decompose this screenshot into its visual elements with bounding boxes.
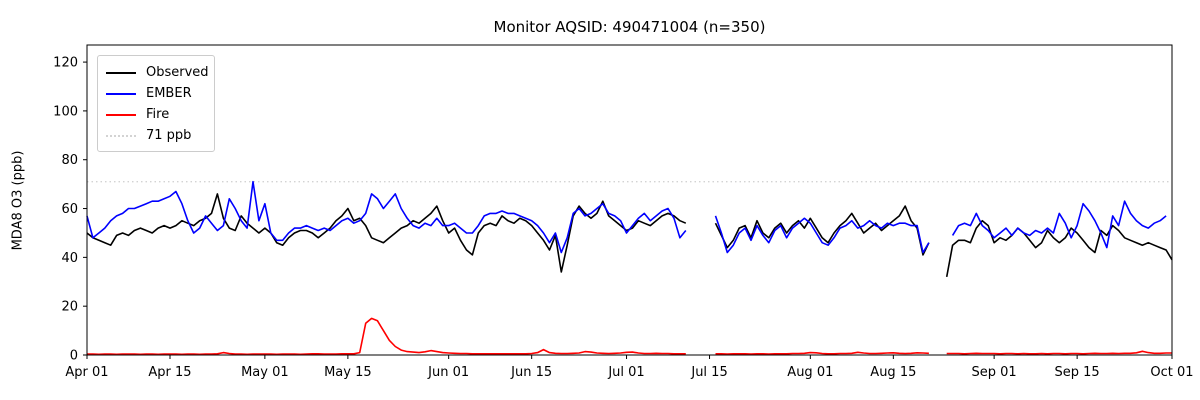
ember-line-sample [106, 92, 136, 95]
series-line-observed [945, 219, 1173, 278]
x-tick-label: Jul 01 [607, 365, 644, 380]
series-line-fire [87, 317, 686, 356]
x-tick-label: Apr 01 [65, 365, 108, 380]
y-tick-label: 120 [53, 56, 78, 71]
y-tick-label: 80 [61, 153, 78, 168]
legend-label-threshold: 71 ppb [146, 128, 192, 143]
plot-frame [86, 44, 1173, 356]
x-tick-label: Aug 01 [787, 365, 833, 380]
threshold-line-sample [106, 134, 136, 137]
series-line-ember [86, 180, 687, 254]
series-line-fire [715, 351, 929, 355]
y-tick-label: 100 [53, 104, 78, 119]
legend: Observed EMBER Fire 71 ppb [97, 55, 215, 152]
legend-label-ember: EMBER [146, 86, 192, 101]
series-line-observed [86, 193, 687, 273]
series-line-ember [714, 215, 930, 254]
x-tick-label: Sep 15 [1055, 365, 1100, 380]
legend-item-fire: Fire [106, 104, 206, 125]
y-tick-label: 60 [61, 202, 78, 217]
y-axis-label: MDA8 O3 (ppb) [10, 150, 26, 251]
series-line-ember [951, 200, 1167, 249]
observed-line-sample [106, 71, 136, 74]
x-tick-label: Sep 01 [972, 365, 1017, 380]
x-tick-label: Jul 15 [690, 365, 727, 380]
legend-label-observed: Observed [146, 65, 209, 80]
y-tick-label: 0 [70, 349, 78, 364]
x-tick-label: May 01 [241, 365, 289, 380]
x-tick-label: Aug 15 [870, 365, 916, 380]
fire-line-sample [106, 113, 136, 116]
legend-label-fire: Fire [146, 107, 170, 122]
series-line-observed [714, 205, 930, 256]
x-tick-label: Oct 01 [1150, 365, 1193, 380]
legend-item-observed: Observed [106, 62, 209, 83]
x-tick-label: Apr 15 [148, 365, 191, 380]
series-line-fire [946, 350, 1172, 355]
legend-item-ember: EMBER [106, 83, 206, 104]
x-tick-label: Jun 15 [510, 365, 552, 380]
x-tick-label: Jun 01 [427, 365, 469, 380]
x-tick-label: May 15 [324, 365, 372, 380]
y-tick-label: 40 [61, 251, 78, 266]
chart-title: Monitor AQSID: 490471004 (n=350) [493, 18, 766, 36]
legend-item-threshold: 71 ppb [106, 125, 206, 146]
y-tick-label: 20 [61, 300, 78, 315]
